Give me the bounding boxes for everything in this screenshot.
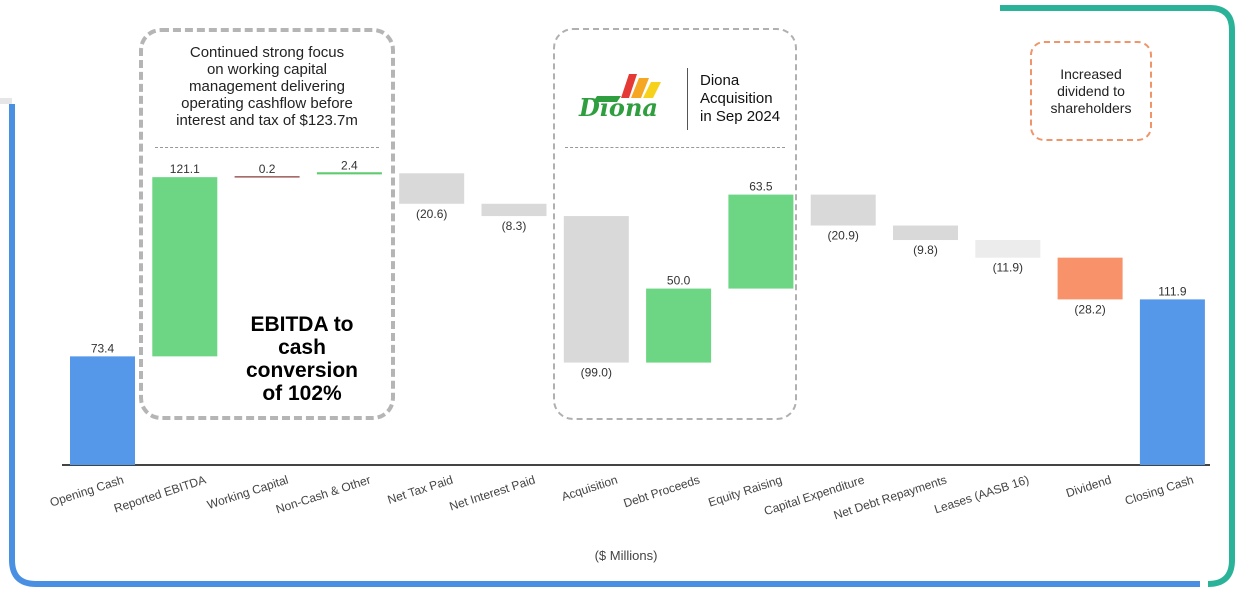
bar-reported-ebitda bbox=[152, 177, 218, 357]
value-label-capital-expenditure: (20.9) bbox=[828, 229, 859, 243]
bar-net-interest-paid bbox=[481, 203, 547, 217]
value-label-net-debt-repayments: (9.8) bbox=[913, 243, 938, 257]
category-label-dividend: Dividend bbox=[1064, 473, 1113, 501]
callout-divider bbox=[155, 147, 379, 148]
bar-debt-proceeds bbox=[646, 288, 712, 363]
diona-logo-text: Diona bbox=[578, 93, 658, 122]
acquisition-callout: Diona Diona Acquisition in Sep 2024 bbox=[553, 28, 797, 420]
category-label-net-interest-paid: Net Interest Paid bbox=[448, 473, 537, 514]
category-label-acquisition: Acquisition bbox=[560, 473, 620, 504]
bar-acquisition bbox=[563, 216, 629, 363]
working-capital-callout: Continued strong focus on working capita… bbox=[139, 28, 395, 420]
category-label-net-tax-paid: Net Tax Paid bbox=[386, 473, 455, 507]
value-label-working-capital: 0.2 bbox=[259, 162, 276, 176]
dividend-callout: Increased dividend to shareholders bbox=[1030, 41, 1152, 141]
value-label-closing-cash: 111.9 bbox=[1158, 284, 1187, 298]
category-label-reported-ebitda: Reported EBITDA bbox=[112, 473, 208, 516]
bar-dividend bbox=[1057, 257, 1123, 300]
value-label-dividend: (28.2) bbox=[1074, 302, 1105, 316]
category-label-non-cash-other: Non-Cash & Other bbox=[274, 473, 372, 517]
value-label-opening-cash: 73.4 bbox=[91, 341, 115, 355]
category-label-leases-aasb-16: Leases (AASB 16) bbox=[933, 473, 1031, 517]
frame-corner-accent bbox=[0, 98, 12, 104]
diona-logo: Diona bbox=[578, 74, 661, 122]
bar-net-debt-repayments bbox=[893, 225, 958, 241]
bar-leases-aasb-16 bbox=[975, 240, 1041, 258]
value-label-non-cash-other: 2.4 bbox=[341, 158, 358, 172]
callout-divider bbox=[565, 147, 785, 148]
value-label-leases-aasb-16: (11.9) bbox=[993, 261, 1023, 275]
frame-left-border bbox=[9, 104, 1200, 587]
value-label-net-interest-paid: (8.3) bbox=[502, 219, 527, 233]
value-label-net-tax-paid: (20.6) bbox=[416, 207, 447, 221]
bar-equity-raising bbox=[728, 194, 794, 289]
x-axis-title: ($ Millions) bbox=[595, 548, 658, 563]
bar-opening-cash bbox=[70, 356, 135, 465]
working-capital-note: Continued strong focus on working capita… bbox=[176, 44, 358, 129]
ebitda-conversion-headline: EBITDA to cash conversion of 102% bbox=[245, 313, 359, 405]
value-label-reported-ebitda: 121.1 bbox=[170, 162, 200, 176]
logo-divider bbox=[687, 68, 688, 130]
value-label-acquisition: (99.0) bbox=[581, 366, 612, 380]
bar-capital-expenditure bbox=[810, 194, 876, 226]
bar-net-tax-paid bbox=[399, 173, 465, 204]
value-label-debt-proceeds: 50.0 bbox=[667, 274, 691, 288]
category-label-closing-cash: Closing Cash bbox=[1123, 473, 1195, 508]
value-label-equity-raising: 63.5 bbox=[749, 180, 773, 194]
category-label-debt-proceeds: Debt Proceeds bbox=[622, 473, 702, 511]
frame-right-border bbox=[1000, 5, 1235, 587]
acquisition-note: Diona Acquisition in Sep 2024 bbox=[700, 72, 781, 125]
bar-closing-cash bbox=[1139, 299, 1205, 465]
